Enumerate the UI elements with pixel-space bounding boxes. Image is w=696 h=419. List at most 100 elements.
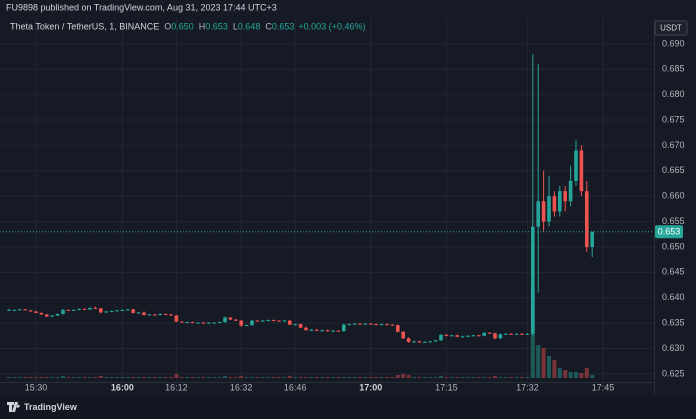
candle-body bbox=[396, 325, 400, 332]
candle-body bbox=[293, 324, 297, 326]
volume-bar bbox=[547, 356, 551, 378]
volume-bar bbox=[61, 376, 65, 378]
volume-bar bbox=[109, 377, 114, 378]
x-tick-label: 17:15 bbox=[435, 382, 458, 392]
volume-bar bbox=[93, 377, 98, 378]
candle-body bbox=[61, 309, 65, 314]
volume-bar bbox=[482, 377, 487, 378]
volume-bar bbox=[104, 377, 109, 378]
volume-bar bbox=[293, 377, 298, 378]
currency: USDT bbox=[660, 24, 682, 33]
volume-bar bbox=[412, 377, 416, 378]
candle-body bbox=[514, 333, 519, 335]
y-tick-label: 0.645 bbox=[662, 267, 685, 277]
candle-body bbox=[482, 332, 486, 336]
candle-body bbox=[180, 321, 184, 323]
candle-body bbox=[563, 191, 567, 202]
candle-body bbox=[439, 334, 443, 341]
candle-body bbox=[50, 315, 54, 317]
volume-bar bbox=[98, 376, 103, 378]
legend-value: 0.650 bbox=[171, 22, 194, 32]
volume-bar bbox=[244, 377, 249, 378]
candle-body bbox=[250, 320, 254, 326]
volume-bar bbox=[298, 377, 303, 378]
volume-bar bbox=[493, 376, 497, 378]
volume-bar bbox=[142, 377, 146, 378]
volume-bar bbox=[352, 377, 357, 378]
footer-brand: TradingView bbox=[24, 402, 78, 412]
y-tick-label: 0.640 bbox=[662, 292, 685, 302]
volume-bar bbox=[439, 376, 443, 378]
y-tick-label: 0.630 bbox=[662, 343, 685, 353]
legend-key: H bbox=[199, 22, 206, 32]
volume-bar bbox=[385, 377, 389, 378]
legend-key: C bbox=[265, 22, 272, 32]
volume-bar bbox=[422, 377, 427, 378]
volume-bar bbox=[455, 377, 460, 378]
volume-bar bbox=[336, 377, 341, 378]
candle-body bbox=[120, 309, 125, 311]
volume-bar bbox=[239, 376, 244, 378]
legend-title: Theta Token / TetherUS, 1, BINANCE bbox=[10, 22, 159, 32]
candle-body bbox=[558, 191, 562, 212]
volume-bar bbox=[7, 377, 11, 378]
volume-bar bbox=[179, 377, 184, 378]
candle-body bbox=[45, 314, 49, 317]
candle-body bbox=[423, 341, 427, 343]
volume-bar bbox=[217, 377, 222, 378]
candle-body bbox=[217, 322, 222, 324]
volume-bar bbox=[584, 368, 589, 378]
volume-bar bbox=[255, 377, 260, 378]
footer-bar bbox=[0, 396, 696, 419]
y-tick-label: 0.670 bbox=[662, 140, 685, 150]
volume-bar bbox=[525, 377, 530, 378]
candle-body bbox=[304, 327, 308, 331]
volume-bar bbox=[50, 377, 55, 378]
candle-body bbox=[428, 341, 432, 343]
volume-bar bbox=[406, 375, 411, 378]
candle-body bbox=[115, 310, 119, 312]
candle-body bbox=[82, 308, 87, 310]
candle-body bbox=[433, 340, 438, 342]
volume-bar bbox=[498, 377, 503, 378]
y-tick-label: 0.655 bbox=[662, 216, 685, 226]
candle-body bbox=[131, 309, 135, 313]
candle-body bbox=[201, 322, 206, 324]
candle-body bbox=[471, 335, 476, 337]
volume-bar bbox=[536, 345, 541, 378]
candle-body bbox=[288, 320, 292, 325]
candle-body bbox=[169, 314, 173, 316]
volume-bar bbox=[379, 377, 384, 378]
volume-bar bbox=[552, 360, 557, 378]
candle-body bbox=[77, 308, 81, 310]
volume-bar bbox=[282, 377, 287, 378]
volume-bar bbox=[201, 377, 206, 378]
candle-body bbox=[585, 191, 589, 247]
volume-bar bbox=[266, 377, 271, 378]
volume-bar bbox=[433, 377, 438, 378]
volume-bar bbox=[304, 377, 308, 378]
volume-bar bbox=[260, 377, 265, 378]
candle-body bbox=[363, 323, 368, 325]
candle-body bbox=[12, 309, 17, 311]
candle-body bbox=[444, 334, 449, 336]
x-tick-label: 17:32 bbox=[516, 382, 539, 392]
volume-bar bbox=[579, 373, 584, 378]
candle-body bbox=[493, 333, 497, 339]
legend-value: 0.653 bbox=[272, 22, 295, 32]
volume-bar bbox=[39, 377, 44, 378]
volume-bar bbox=[466, 377, 470, 378]
candle-body bbox=[401, 331, 405, 339]
candle-body bbox=[109, 310, 114, 312]
candle-body bbox=[455, 335, 459, 337]
candle-body bbox=[298, 324, 303, 328]
volume-bar bbox=[185, 377, 190, 378]
candle-body bbox=[93, 307, 98, 309]
y-tick-label: 0.660 bbox=[662, 191, 685, 201]
volume-bar bbox=[401, 374, 406, 378]
volume-bar bbox=[120, 377, 125, 378]
candle-body bbox=[406, 338, 411, 342]
volume-bar bbox=[163, 377, 168, 378]
candle-body bbox=[498, 334, 503, 339]
